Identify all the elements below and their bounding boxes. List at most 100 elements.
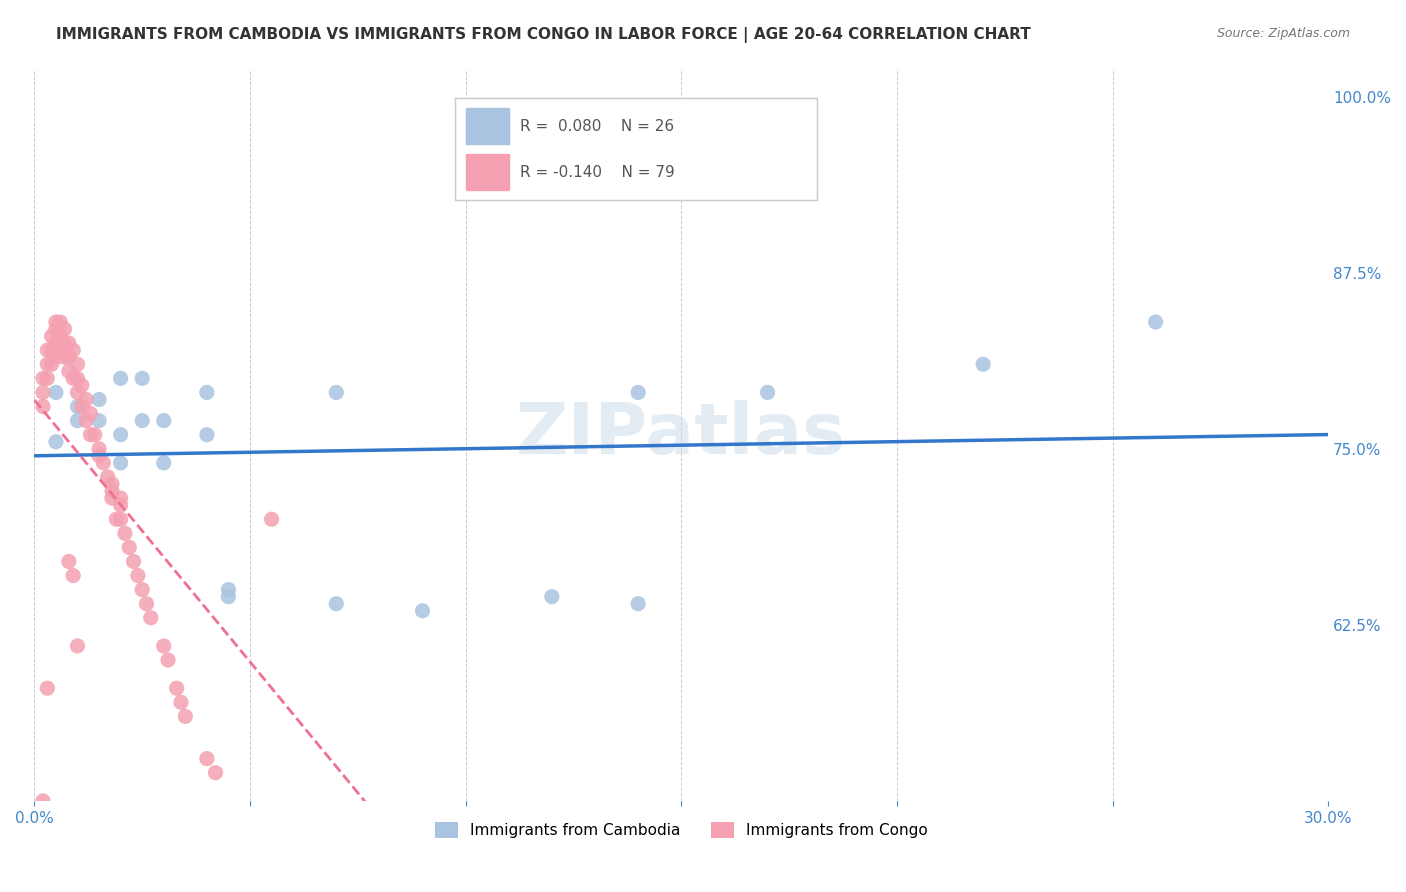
Point: [66, 357, 89, 371]
Point: [1144, 315, 1167, 329]
Point: [53, 336, 76, 351]
Point: [139, 611, 162, 625]
Point: [58, 336, 80, 351]
Point: [972, 357, 994, 371]
Point: [217, 582, 239, 597]
Point: [53, 350, 76, 364]
Point: [41, 343, 63, 358]
Point: [260, 512, 283, 526]
Point: [152, 414, 174, 428]
Point: [49, 343, 72, 358]
Point: [37, 357, 59, 371]
Point: [756, 385, 779, 400]
Point: [627, 385, 650, 400]
Point: [127, 568, 149, 582]
Point: [204, 765, 226, 780]
Point: [260, 822, 283, 836]
Point: [58, 350, 80, 364]
Point: [66, 639, 89, 653]
Point: [541, 590, 564, 604]
Point: [45, 315, 67, 329]
Text: Source: ZipAtlas.com: Source: ZipAtlas.com: [1216, 27, 1350, 40]
Point: [110, 427, 132, 442]
Point: [66, 371, 89, 385]
Point: [75, 414, 97, 428]
Point: [101, 483, 124, 498]
Point: [75, 392, 97, 407]
Point: [118, 541, 141, 555]
Point: [32, 794, 55, 808]
Point: [70, 378, 93, 392]
Point: [195, 427, 218, 442]
Point: [37, 681, 59, 696]
Point: [152, 456, 174, 470]
Point: [45, 336, 67, 351]
Point: [110, 491, 132, 505]
Point: [37, 371, 59, 385]
Point: [325, 385, 347, 400]
Point: [79, 407, 101, 421]
Point: [325, 597, 347, 611]
Point: [49, 315, 72, 329]
Point: [122, 554, 145, 568]
Point: [110, 498, 132, 512]
Point: [105, 512, 128, 526]
Point: [53, 322, 76, 336]
Point: [281, 836, 304, 850]
Point: [110, 456, 132, 470]
Legend: Immigrants from Cambodia, Immigrants from Congo: Immigrants from Cambodia, Immigrants fro…: [429, 816, 934, 845]
Point: [217, 590, 239, 604]
Point: [239, 808, 262, 822]
Point: [32, 371, 55, 385]
Point: [62, 371, 84, 385]
Point: [45, 434, 67, 449]
Point: [83, 427, 105, 442]
Point: [32, 385, 55, 400]
Text: IMMIGRANTS FROM CAMBODIA VS IMMIGRANTS FROM CONGO IN LABOR FORCE | AGE 20-64 COR: IMMIGRANTS FROM CAMBODIA VS IMMIGRANTS F…: [56, 27, 1031, 43]
Point: [157, 653, 180, 667]
Point: [62, 343, 84, 358]
Point: [101, 491, 124, 505]
Point: [195, 751, 218, 765]
Point: [66, 414, 89, 428]
Point: [368, 879, 391, 892]
Point: [325, 864, 347, 879]
Point: [131, 371, 153, 385]
Point: [152, 639, 174, 653]
Point: [45, 385, 67, 400]
Point: [170, 695, 193, 709]
Point: [166, 681, 188, 696]
Point: [87, 414, 110, 428]
Point: [135, 597, 157, 611]
Point: [79, 427, 101, 442]
Point: [627, 597, 650, 611]
Point: [174, 709, 197, 723]
Point: [70, 400, 93, 414]
Point: [114, 526, 136, 541]
Point: [412, 604, 434, 618]
Point: [87, 442, 110, 456]
Point: [110, 371, 132, 385]
Point: [87, 392, 110, 407]
Point: [58, 364, 80, 378]
Point: [110, 512, 132, 526]
Point: [41, 329, 63, 343]
Point: [58, 554, 80, 568]
Point: [62, 568, 84, 582]
Point: [66, 400, 89, 414]
Point: [49, 329, 72, 343]
Point: [131, 582, 153, 597]
Point: [93, 456, 115, 470]
Point: [101, 477, 124, 491]
Point: [97, 470, 120, 484]
Point: [195, 385, 218, 400]
Point: [45, 322, 67, 336]
Point: [37, 343, 59, 358]
Point: [32, 400, 55, 414]
Point: [41, 357, 63, 371]
Point: [87, 449, 110, 463]
Text: ZIPatlas: ZIPatlas: [516, 401, 846, 469]
Point: [131, 414, 153, 428]
Point: [66, 385, 89, 400]
Point: [45, 350, 67, 364]
